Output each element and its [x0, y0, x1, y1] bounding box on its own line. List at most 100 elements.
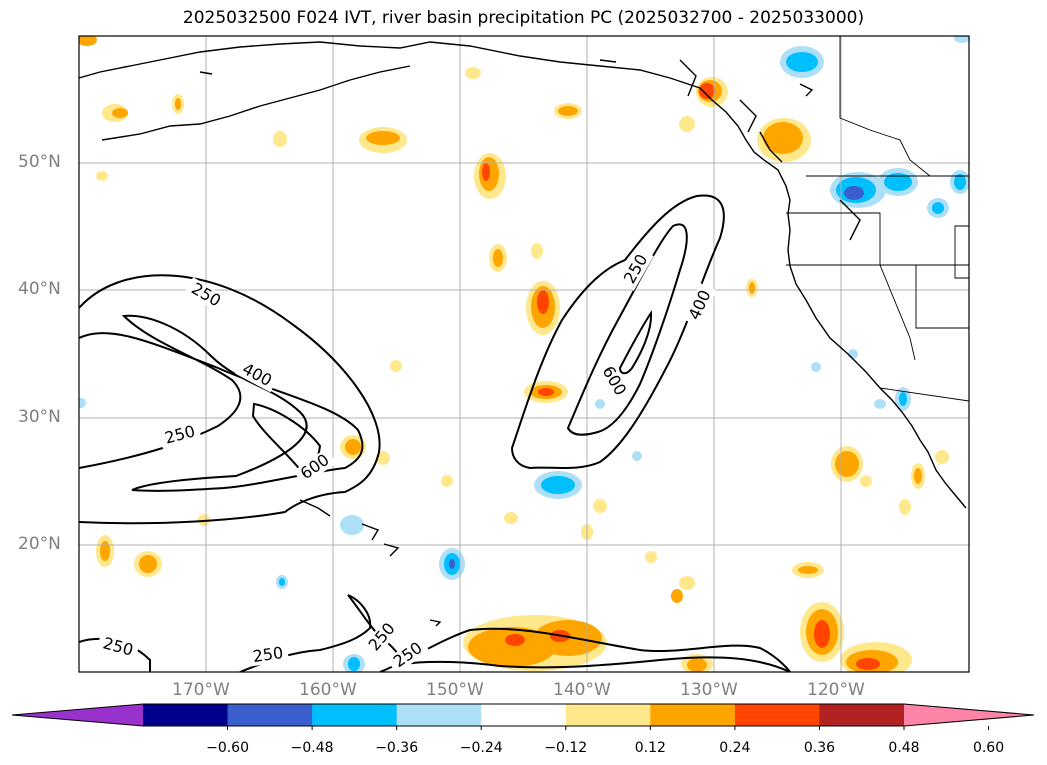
ivt-contour-250 — [510, 194, 725, 470]
precip-blob — [390, 360, 402, 372]
colorbar-tick-label: −0.60 — [206, 740, 249, 756]
ivt-contour-400 — [79, 314, 364, 492]
precip-blob — [671, 589, 683, 603]
precip-blob — [449, 559, 455, 569]
lat-label: 40°N — [18, 279, 61, 299]
precip-blob — [874, 399, 886, 409]
precip-blob — [786, 52, 818, 72]
colorbar-tick-label: 0.48 — [888, 740, 920, 756]
lon-label: 120°W — [807, 680, 865, 700]
precip-blob — [632, 451, 642, 461]
gridlines — [79, 36, 969, 672]
ivt-contour-600 — [618, 309, 653, 375]
precip-blob — [273, 131, 287, 147]
colorbar-tick-label: −0.48 — [290, 740, 334, 756]
colorbar-segment — [565, 704, 651, 726]
precip-blob — [935, 450, 949, 464]
precip-blob — [79, 36, 97, 46]
precip-blob — [899, 392, 907, 406]
colorbar — [11, 703, 1035, 730]
precip-blob — [441, 475, 453, 487]
precip-blob — [493, 249, 503, 267]
precip-blob — [279, 578, 285, 586]
precip-blob — [537, 290, 549, 314]
colorbar-segment — [227, 704, 313, 726]
colorbar-extend-high — [904, 704, 1034, 726]
colorbar-tick-label: 0.12 — [634, 740, 666, 756]
precip-blob — [645, 551, 657, 563]
colorbar-segment — [734, 704, 820, 726]
precip-blob — [954, 36, 969, 43]
precip-blob — [175, 98, 181, 110]
colorbar-tick-label: −0.12 — [544, 740, 588, 756]
colorbar-outline — [11, 703, 1035, 727]
precip-blob — [468, 627, 556, 667]
precip-blob — [348, 657, 360, 671]
precip-blob — [139, 555, 157, 573]
precip-blob — [848, 349, 858, 359]
precip-blob — [899, 499, 911, 515]
colorbar-tick-label: 0.36 — [803, 740, 836, 756]
precip-blob — [100, 541, 110, 561]
precip-blob — [811, 362, 821, 372]
precip-blob — [366, 131, 400, 145]
contour-label: 250 — [251, 643, 284, 666]
lat-label: 20°N — [18, 534, 61, 554]
precip-blob — [954, 174, 966, 190]
lon-label: 130°W — [680, 680, 738, 700]
precip-blob — [884, 173, 912, 191]
state-borders — [786, 36, 969, 402]
colorbar-tick-label: −0.24 — [459, 740, 503, 756]
colorbar-tick-label: 0.24 — [719, 740, 751, 756]
lat-label: 50°N — [18, 152, 61, 172]
precip-blob — [531, 243, 543, 259]
precip-blob — [79, 398, 86, 408]
colorbar-segment — [650, 704, 736, 726]
precip-blob — [593, 499, 607, 513]
precip-blob — [340, 515, 364, 535]
precip-blob — [504, 512, 518, 524]
precip-blob — [345, 439, 361, 455]
colorbar-tick-label: 0.60 — [972, 740, 1005, 756]
precip-blob — [538, 388, 554, 396]
precip-blob — [798, 566, 818, 574]
ivt-contour-250 — [379, 627, 791, 672]
precip-blob — [595, 399, 605, 409]
ivt-contour-250 — [403, 656, 791, 672]
lon-label: 170°W — [172, 680, 230, 700]
precip-blob — [96, 171, 108, 181]
precip-blob — [932, 202, 944, 214]
precip-blob — [914, 468, 922, 484]
lon-label: 160°W — [299, 680, 357, 700]
precip-shading — [79, 36, 969, 672]
colorbar-segment — [481, 704, 567, 726]
map-title: 2025032500 F024 IVT, river basin precipi… — [182, 8, 865, 28]
map-area: 250 400 250 600 250 400 600 250 250 250 … — [79, 36, 969, 672]
precip-blob — [679, 576, 695, 590]
precip-blob — [541, 476, 575, 494]
precip-blob — [814, 620, 830, 648]
colorbar-segment — [819, 704, 905, 726]
precip-blob — [482, 163, 490, 181]
map-frame — [78, 35, 970, 673]
precip-blob — [465, 67, 481, 79]
precip-blob — [558, 106, 578, 116]
colorbar-tick-label: −0.36 — [375, 740, 419, 756]
precip-blob — [679, 116, 695, 132]
precip-blob — [763, 122, 803, 154]
precip-blob — [687, 658, 707, 672]
colorbar-segment — [312, 704, 398, 726]
coastlines — [79, 41, 967, 627]
lon-label: 140°W — [553, 680, 611, 700]
precip-blob — [112, 108, 128, 118]
precip-blob — [699, 83, 715, 99]
ivt-contour-400 — [566, 223, 688, 436]
lon-label: 150°W — [426, 680, 484, 700]
ivt-contour-250 — [79, 274, 381, 525]
precip-blob — [860, 475, 872, 487]
colorbar-segment — [143, 704, 229, 726]
precip-blob — [856, 658, 880, 670]
precip-blob — [376, 451, 390, 465]
precip-blob — [749, 282, 755, 294]
